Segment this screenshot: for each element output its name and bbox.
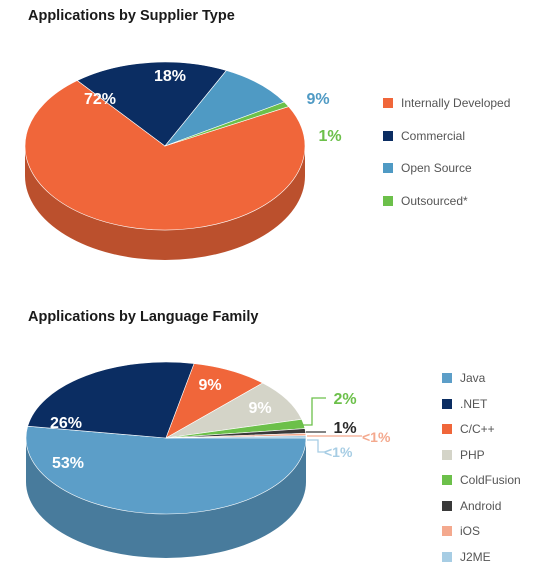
legend-label: Commercial: [401, 128, 466, 143]
pie1-slice-commercial: [76, 61, 227, 147]
legend-label: PHP: [460, 447, 485, 462]
legend-label: iOS: [460, 524, 481, 538]
legend-label: C/C++: [460, 422, 495, 436]
legend-swatch: [442, 373, 452, 383]
pie2-slice-net: [27, 361, 195, 439]
pie2-label-j2me: <1%: [324, 444, 353, 460]
pie1-slice-internally-developed: [24, 80, 306, 231]
legend-swatch: [442, 449, 452, 460]
legend-label: .NET: [460, 396, 488, 411]
pie-chart-supplier-type: 72% 18% 9% 1%: [24, 61, 342, 260]
chart-title-supplier-type: Applications by Supplier Type: [28, 8, 235, 24]
legend-swatch: [383, 163, 393, 173]
pie2-label-ios: <1%: [362, 429, 391, 445]
legend-label: Java: [460, 371, 486, 385]
legend-swatch: [383, 195, 393, 206]
legend-label: J2ME: [460, 549, 491, 564]
pie1-slice-outsourced: [164, 101, 290, 147]
pie2-label-php: 9%: [248, 400, 271, 417]
legend-swatch: [383, 130, 393, 141]
leader-line-coldfusion: [300, 397, 326, 426]
legend-label: Internally Developed: [401, 96, 511, 110]
legend-swatch: [442, 475, 452, 485]
pie2-label-android: 1%: [333, 420, 356, 437]
pie2-label-c-c: 9%: [198, 377, 221, 394]
legend-label: Android: [460, 498, 502, 513]
pie1-label-outsourced: 1%: [318, 128, 341, 145]
leader-line-j2me: [307, 439, 326, 453]
legend-label: Open Source: [401, 161, 472, 175]
pie2-slice-java-side: [26, 438, 306, 558]
legend-swatch: [442, 551, 452, 562]
legend-swatch: [442, 398, 452, 409]
legend-swatch: [383, 98, 393, 108]
pie2-slice-j2me: [165, 435, 307, 439]
legend-label: Outsourced*: [401, 193, 468, 208]
chart-title-language-family: Applications by Language Family: [28, 309, 259, 325]
pie2-slice-java: [25, 425, 307, 515]
pie2-label-coldfusion: 2%: [333, 391, 356, 408]
pie2-label-net: 26%: [50, 415, 82, 432]
pie1-slice-open-source: [164, 70, 285, 147]
pie1-label-internally-developed: 72%: [84, 91, 116, 108]
legend-swatch: [442, 526, 452, 536]
pie2-label-java: 53%: [52, 455, 84, 472]
pie1-slice-internally-developed-side: [25, 146, 305, 260]
pie1-label-commercial: 18%: [154, 68, 186, 85]
legend-label: ColdFusion: [460, 473, 521, 487]
legend-swatch: [442, 500, 452, 511]
pie1-label-open-source: 9%: [306, 91, 329, 108]
legend-swatch: [442, 424, 452, 434]
